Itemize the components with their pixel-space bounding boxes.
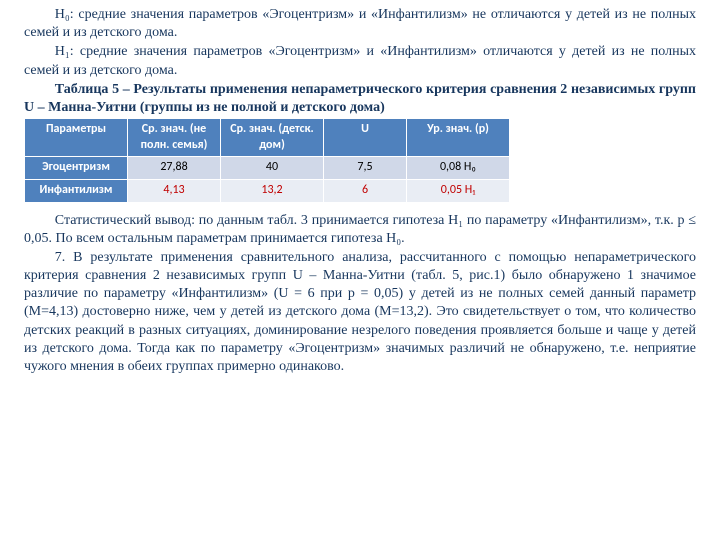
col-parameters: Параметры (25, 119, 128, 157)
row-name-egocentrism: Эгоцентризм (25, 157, 128, 180)
col-mean-incomplete: Ср. знач. (не полн. семья) (128, 119, 221, 157)
hypothesis-h1: Н₁: средние значения параметров «Эгоцент… (24, 43, 696, 79)
cell-value: 0,05 Н₁ (407, 179, 510, 202)
col-mean-orphan: Ср. знач. (детск. дом) (221, 119, 324, 157)
col-p: Ур. знач. (p) (407, 119, 510, 157)
cell-value: 13,2 (221, 179, 324, 202)
cell-value: 40 (221, 157, 324, 180)
cell-value: 27,88 (128, 157, 221, 180)
table-row: Эгоцентризм 27,88 40 7,5 0,08 Н₀ (25, 157, 510, 180)
cell-value: 0,08 Н₀ (407, 157, 510, 180)
cell-value: 6 (324, 179, 407, 202)
table-row: Инфантилизм 4,13 13,2 6 0,05 Н₁ (25, 179, 510, 202)
table-header-row: Параметры Ср. знач. (не полн. семья) Ср.… (25, 119, 510, 157)
results-table: Параметры Ср. знач. (не полн. семья) Ср.… (24, 118, 510, 202)
hypothesis-h0: Н₀: средние значения параметров «Эгоцент… (24, 6, 696, 42)
col-u: U (324, 119, 407, 157)
cell-value: 4,13 (128, 179, 221, 202)
paragraph-7: 7. В результате применения сравнительног… (24, 249, 696, 376)
row-name-infantilism: Инфантилизм (25, 179, 128, 202)
table-title-text: Таблица 5 – Результаты применения непара… (24, 82, 696, 115)
table-title: Таблица 5 – Результаты применения непара… (24, 81, 696, 117)
statistical-conclusion: Статистический вывод: по данным табл. 3 … (24, 212, 696, 248)
cell-value: 7,5 (324, 157, 407, 180)
